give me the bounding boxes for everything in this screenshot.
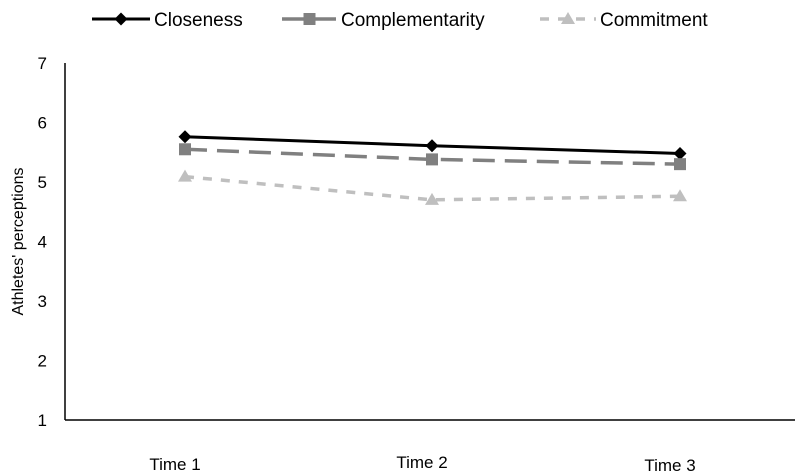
legend-item: Complementarity — [282, 10, 485, 31]
x-tick-label: Time 1 — [149, 455, 200, 474]
legend-marker — [303, 13, 316, 25]
y-tick-label: 7 — [38, 54, 47, 73]
y-tick-label: 2 — [38, 352, 47, 371]
data-point-complementarity — [179, 143, 191, 156]
data-point-complementarity — [426, 153, 438, 166]
y-tick-label: 6 — [38, 114, 47, 133]
y-axis: 1 2 3 4 5 6 7 — [38, 54, 66, 430]
legend-label: Complementarity — [341, 10, 485, 31]
y-tick-label: 1 — [38, 411, 47, 430]
series-line-complementarity — [184, 147, 681, 166]
legend-label: Closeness — [154, 10, 243, 31]
y-tick-label: 3 — [38, 292, 47, 311]
x-tick-label: Time 2 — [396, 453, 447, 472]
data-point-closeness — [673, 146, 687, 160]
legend-item: Commitment — [540, 10, 708, 31]
x-tick-label: Time 3 — [644, 456, 695, 474]
data-point-closeness — [178, 130, 192, 144]
data-point-commitment — [425, 192, 439, 205]
data-point-closeness — [425, 139, 439, 153]
data-point-commitment — [673, 189, 687, 202]
plot-area — [178, 130, 687, 205]
y-tick-label: 5 — [38, 173, 47, 192]
legend-label: Commitment — [600, 10, 708, 31]
legend-item: Closeness — [92, 10, 243, 31]
y-tick-label: 4 — [38, 233, 47, 252]
legend-marker — [561, 12, 575, 24]
data-point-commitment — [178, 169, 192, 182]
x-axis: Time 1 Time 2 Time 3 — [65, 419, 795, 474]
legend: Closeness Complementarity Commitment — [92, 10, 708, 31]
data-point-complementarity — [674, 158, 686, 171]
y-axis-label: Athletes' perceptions — [10, 167, 27, 315]
legend-marker — [114, 12, 128, 26]
